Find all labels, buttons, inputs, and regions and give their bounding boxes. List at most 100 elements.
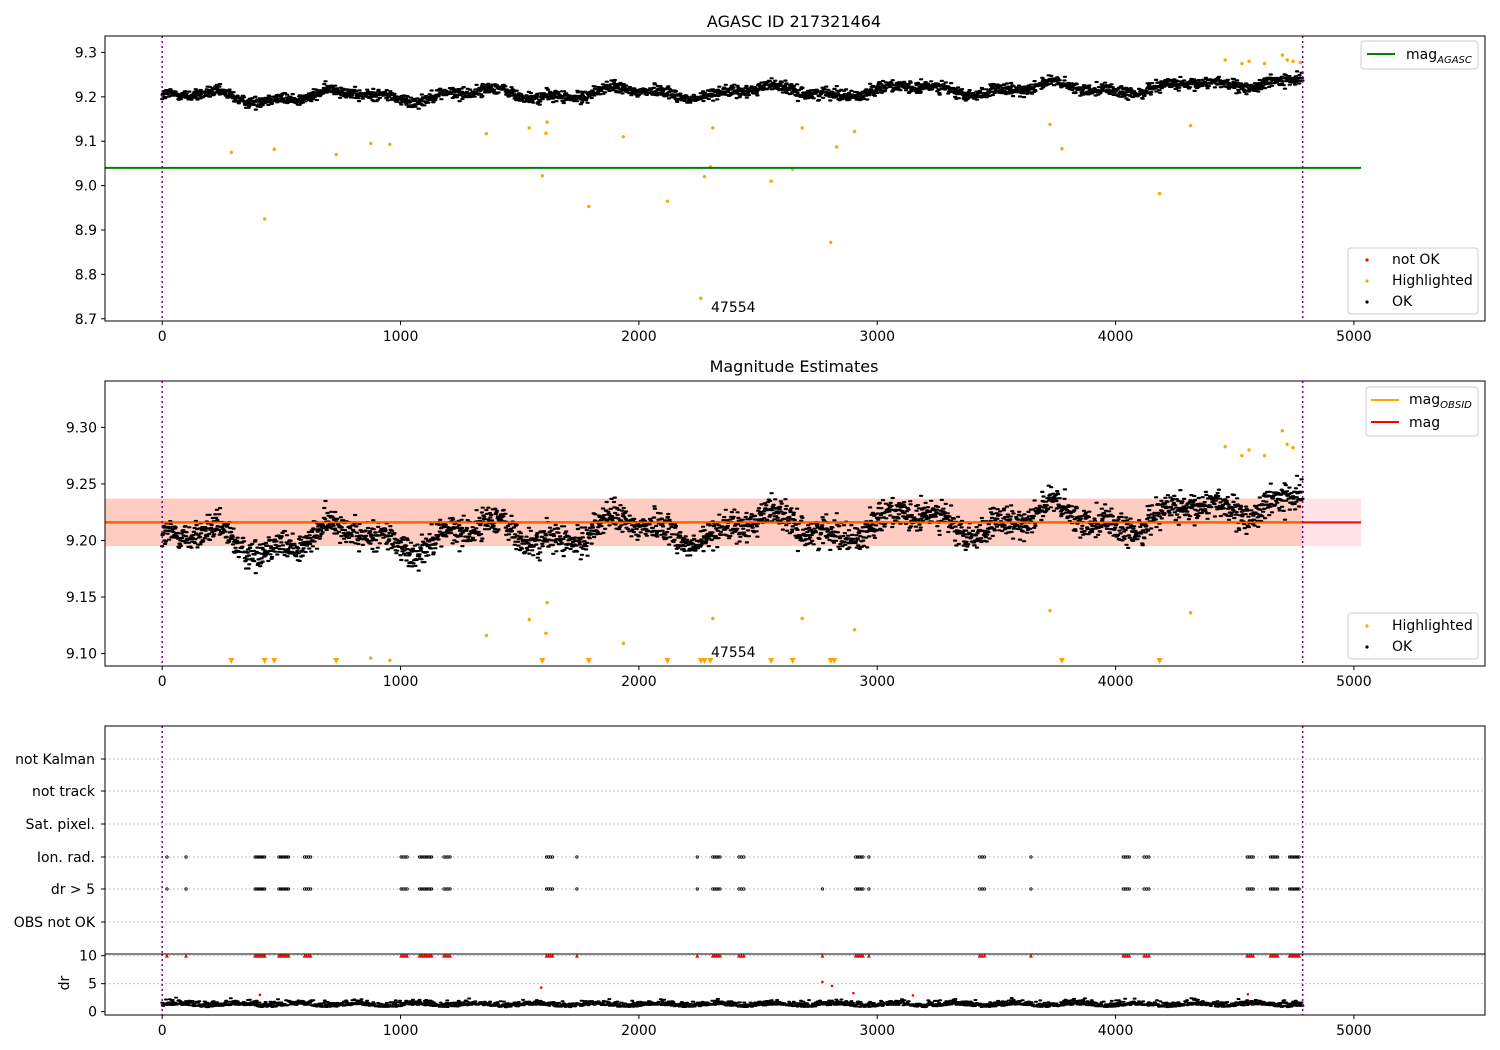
dr-clipped-marker <box>1251 953 1256 958</box>
below-range-marker <box>768 658 775 664</box>
flag-marker <box>867 855 871 859</box>
flag-marker <box>259 855 264 859</box>
flag-marker <box>165 855 169 859</box>
flag-marker <box>1272 855 1276 859</box>
below-range-marker <box>228 658 235 664</box>
x-tick-label: 5000 <box>1336 674 1372 690</box>
ok-legend-label: OK <box>1392 639 1413 655</box>
flag-marker <box>280 887 284 891</box>
below-range-marker <box>539 658 546 664</box>
dr-clipped-marker <box>741 953 746 958</box>
y-tick-label: 9.1 <box>75 134 97 150</box>
flag-marker <box>575 855 579 859</box>
highlighted-point <box>388 658 392 663</box>
flag-marker <box>306 855 311 859</box>
flags-plot-area <box>105 726 1485 954</box>
dr-clipped-marker <box>1297 953 1302 958</box>
x-tick-label: 2000 <box>621 329 657 345</box>
flag-category-label: Sat. pixel. <box>26 817 95 833</box>
flag-marker <box>1289 855 1293 859</box>
y-tick-label: 9.20 <box>66 533 97 549</box>
x-tick-label: 1000 <box>383 329 419 345</box>
x-tick-label: 1000 <box>383 674 419 690</box>
highlighted-point <box>272 147 276 151</box>
flag-marker <box>1127 887 1131 891</box>
flag-marker <box>1270 887 1274 891</box>
y-tick-label: 9.25 <box>66 477 97 493</box>
flag-marker <box>1287 855 1292 859</box>
flag-marker <box>255 855 259 859</box>
flag-marker <box>718 887 722 891</box>
below-range-marker <box>1156 658 1163 664</box>
flag-marker <box>283 855 287 859</box>
below-range-marker <box>271 658 278 664</box>
flag-marker <box>1123 855 1127 859</box>
below-range-marker <box>261 658 268 664</box>
flag-marker <box>399 855 403 859</box>
flag-marker <box>282 887 286 891</box>
highlighted-point <box>1247 59 1251 64</box>
highlighted-point <box>388 142 392 147</box>
highlighted-point <box>1223 58 1227 62</box>
flag-marker <box>1274 855 1278 859</box>
flag-marker <box>1289 887 1293 891</box>
flag-marker <box>1295 887 1300 891</box>
highlighted-point <box>527 617 531 622</box>
flag-marker <box>544 887 549 891</box>
dr-clipped-marker <box>1127 953 1132 958</box>
agasc-panel-frame <box>104 35 1486 322</box>
highlighted-point <box>702 175 707 179</box>
highlighted-point <box>369 656 373 660</box>
flag-marker <box>258 887 262 891</box>
highlighted-point <box>1280 53 1285 57</box>
flag-marker <box>283 887 287 891</box>
flag-marker <box>263 887 267 891</box>
highlighted-point <box>1060 147 1064 151</box>
dr-panel: 0 1000 2000 3000 4000 5000 0 5 10 dr <box>57 949 1486 1039</box>
flag-marker <box>1295 855 1300 859</box>
flag-marker <box>1249 887 1253 891</box>
flag-marker <box>285 855 289 859</box>
flag-marker <box>419 855 423 859</box>
dr-outlier-point <box>821 980 824 984</box>
flag-marker <box>403 855 407 859</box>
flag-marker <box>1029 887 1033 891</box>
flag-marker <box>429 887 434 891</box>
flag-marker <box>253 887 257 891</box>
flag-marker <box>418 887 422 891</box>
dr-outlier-point <box>1246 992 1250 996</box>
agasc-line-legend: magAGASC <box>1360 40 1479 70</box>
flag-marker <box>277 855 281 859</box>
highlighted-point <box>621 641 626 646</box>
dr-outlier-point <box>852 991 855 995</box>
highlighted-point <box>711 616 715 621</box>
highlighted-point <box>262 217 267 221</box>
dr-clipped-marker <box>448 953 452 958</box>
flag-marker <box>1292 887 1296 891</box>
flag-category-label: not track <box>32 784 96 800</box>
flag-marker <box>714 855 718 859</box>
flag-marker <box>304 887 309 891</box>
x-tick-label: 2000 <box>621 1023 657 1039</box>
flag-marker <box>255 887 259 891</box>
flag-marker <box>401 855 405 859</box>
mag-legend-label: mag <box>1409 415 1440 431</box>
flag-marker <box>426 855 430 859</box>
flag-marker <box>716 887 720 891</box>
mag-agasc-legend-subscript: AGASC <box>1436 55 1472 66</box>
flag-marker <box>861 855 865 859</box>
flag-marker <box>854 887 858 891</box>
flag-marker <box>399 887 403 891</box>
flag-marker <box>303 887 307 891</box>
dr-clipped-marker <box>1275 953 1280 958</box>
flag-marker <box>1291 855 1295 859</box>
flag-marker <box>405 887 409 891</box>
flag-marker <box>1270 855 1274 859</box>
flag-marker <box>1291 887 1295 891</box>
x-tick-label: 3000 <box>859 1023 895 1039</box>
x-tick-label: 0 <box>158 329 167 345</box>
ok-legend-marker <box>1365 300 1369 304</box>
not-ok-legend-label: not OK <box>1392 252 1440 268</box>
highlighted-point <box>484 633 489 638</box>
flag-marker <box>428 887 432 891</box>
